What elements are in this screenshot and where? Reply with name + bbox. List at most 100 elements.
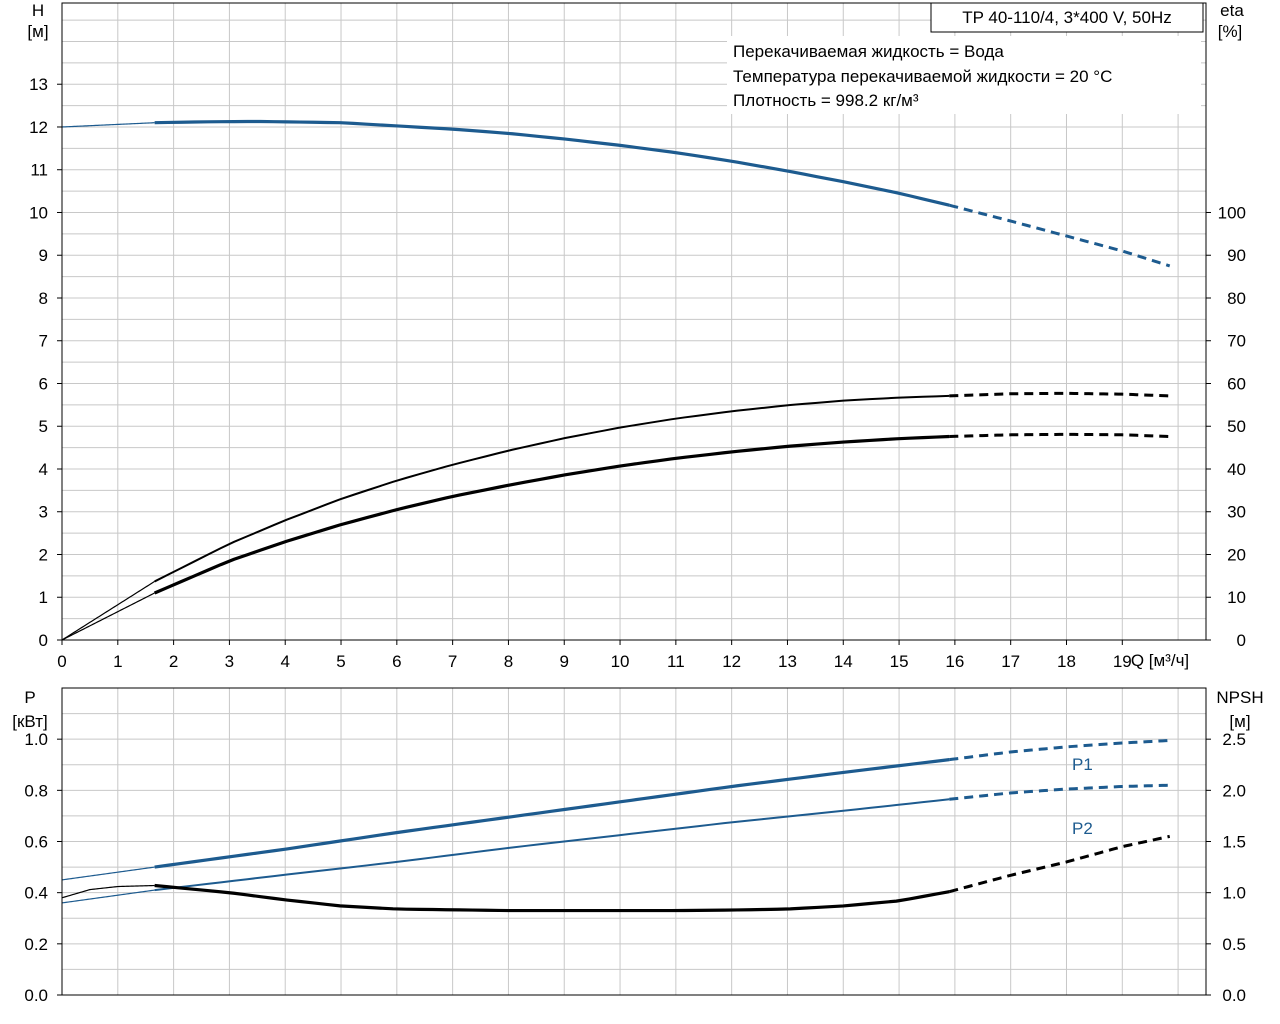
bottom-grid: [62, 688, 1206, 995]
top-left-tick-label: 12: [29, 118, 48, 137]
top-curve-2-dashed: [949, 391, 1170, 398]
top-x-tick-label: 16: [945, 652, 964, 671]
top-x-tick-label: 13: [778, 652, 797, 671]
bottom-curve-3-thin: [61, 884, 155, 899]
top-curves: [61, 119, 1171, 641]
bottom-right-tick-label: 1.5: [1222, 833, 1246, 852]
bottom-curve-2-medium: [154, 798, 950, 892]
bottom-curve-2-dashed: [949, 783, 1170, 801]
info-density: Плотность = 998.2 кг/м³: [733, 91, 919, 110]
top-x-tick-label: 1: [113, 652, 122, 671]
top-x-tick-label: 0: [57, 652, 66, 671]
top-right-tick-label: 90: [1227, 246, 1246, 265]
info-temperature: Температура перекачиваемой жидкости = 20…: [733, 67, 1112, 86]
top-left-tick-label: 10: [29, 203, 48, 222]
top-x-tick-label: 3: [225, 652, 234, 671]
chart-title: TP 40-110/4, 3*400 V, 50Hz: [962, 8, 1172, 27]
power-npsh-panel: 0.0 0.2 0.4 0.6 0.8 1.0 0.0 0.5 1.0 1.5 2.0 2.5 P […: [12, 687, 1264, 1005]
p1-series-label: P1: [1072, 755, 1093, 774]
top-curve-1-dashed: [948, 203, 1171, 268]
bottom-left-tick-label: 0.0: [24, 986, 48, 1005]
bottom-left-tick-label: 1.0: [24, 730, 48, 749]
top-left-tick-label: 6: [39, 374, 48, 393]
info-box: [727, 36, 1201, 114]
top-left-tick-label: 2: [39, 545, 48, 564]
top-right-tick-label: 10: [1227, 588, 1246, 607]
top-x-tick-label: 9: [560, 652, 569, 671]
efficiency-axis-unit: [%]: [1218, 22, 1243, 41]
top-right-tick-label: 100: [1218, 203, 1246, 222]
top-left-tick-label: 13: [29, 75, 48, 94]
bottom-curve-2-thin: [61, 889, 155, 904]
bottom-right-tick-label: 2.0: [1222, 781, 1246, 800]
top-right-tick-label: 70: [1227, 332, 1246, 351]
bottom-right-tick-label: 2.5: [1222, 730, 1246, 749]
top-left-tick-label: 4: [39, 460, 48, 479]
p2-series-label: P2: [1072, 819, 1093, 838]
top-curve-3-dashed: [949, 432, 1170, 438]
top-right-tick-label: 60: [1227, 374, 1246, 393]
power-axis-unit: [кВт]: [12, 712, 47, 731]
bottom-left-tick-label: 0.2: [24, 935, 48, 954]
top-left-tick-label: 11: [30, 161, 48, 180]
head-axis-unit: [м]: [27, 22, 48, 41]
top-x-tick-label: 18: [1057, 652, 1076, 671]
top-x-tick-label: 6: [392, 652, 401, 671]
top-x-tick-label: 14: [834, 652, 853, 671]
bottom-left-tick-label: 0.8: [24, 781, 48, 800]
top-x-tick-label: 8: [504, 652, 513, 671]
npsh-axis-unit: [м]: [1229, 712, 1250, 731]
top-right-tick-label: 50: [1227, 417, 1246, 436]
top-curve-3-thin: [61, 592, 155, 641]
top-left-tick-label: 9: [39, 246, 48, 265]
bottom-curves: [61, 738, 1171, 913]
bottom-right-tick-label: 1.0: [1222, 884, 1246, 903]
bottom-curve-3-thick: [154, 883, 950, 913]
power-axis-title: P: [24, 688, 35, 707]
top-left-tick-label: 3: [39, 503, 48, 522]
top-curve-1-thick: [154, 119, 950, 207]
bottom-curve-1-dashed: [949, 738, 1170, 762]
bottom-left-tick-label: 0.6: [24, 833, 48, 852]
head-efficiency-panel: 0123456789101112130102030405060708090100…: [27, 1, 1246, 671]
top-x-tick-label: 4: [280, 652, 289, 671]
bottom-left-tick-label: 0.4: [24, 884, 48, 903]
bottom-curve-1-thin: [61, 866, 155, 881]
top-x-tick-label: 5: [336, 652, 345, 671]
bottom-curve-3-dashed: [948, 834, 1171, 894]
bottom-curve-1-thick: [154, 758, 950, 869]
top-x-tick-label: 7: [448, 652, 457, 671]
top-tick-labels: 0123456789101112130102030405060708090100…: [29, 75, 1246, 671]
top-x-tick-label: 11: [667, 652, 685, 671]
top-left-tick-label: 0: [39, 631, 48, 650]
npsh-axis-title: NPSH: [1216, 688, 1263, 707]
top-curve-1-thin: [61, 122, 155, 128]
top-curve-2-medium: [154, 394, 950, 583]
top-x-tick-label: 10: [611, 652, 630, 671]
top-x-tick-label: 15: [890, 652, 909, 671]
title-box: [930, 2, 1204, 33]
top-curve-2-thin: [61, 580, 155, 641]
top-right-tick-label: 30: [1227, 503, 1246, 522]
info-liquid: Перекачиваемая жидкость = Вода: [733, 42, 1004, 61]
top-right-tick-label: 20: [1227, 545, 1246, 564]
efficiency-axis-title: eta: [1220, 1, 1244, 20]
bottom-right-tick-label: 0.5: [1222, 935, 1246, 954]
top-right-tick-label: 0: [1237, 631, 1246, 650]
top-right-tick-label: 80: [1227, 289, 1246, 308]
top-curve-3-thick: [154, 434, 950, 595]
flow-axis-title: Q [м³/ч]: [1131, 651, 1189, 670]
head-axis-title: H: [32, 1, 44, 20]
top-right-tick-label: 40: [1227, 460, 1246, 479]
top-x-tick-label: 2: [169, 652, 178, 671]
top-x-tick-label: 17: [1001, 652, 1020, 671]
top-left-tick-label: 7: [39, 332, 48, 351]
top-left-tick-label: 5: [39, 417, 48, 436]
top-plot-frame: [61, 2, 1207, 641]
bottom-right-tick-label: 0.0: [1222, 986, 1246, 1005]
top-left-tick-label: 1: [39, 588, 48, 607]
top-left-tick-label: 8: [39, 289, 48, 308]
bottom-tick-labels: 0.0 0.2 0.4 0.6 0.8 1.0 0.0 0.5 1.0 1.5 2.0 2.5: [24, 730, 1246, 1005]
top-x-tick-label: 19: [1113, 652, 1132, 671]
